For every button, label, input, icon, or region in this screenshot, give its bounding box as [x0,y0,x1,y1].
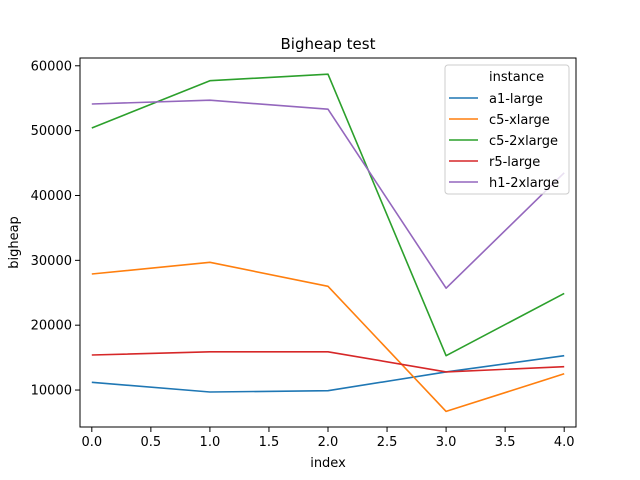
series-line-c5-xlarge [91,261,565,413]
x-axis-label: index [310,456,346,471]
x-tick-label: 2.0 [318,435,339,450]
y-tick-label: 10000 [31,384,72,399]
legend-entry-c5-2xlarge: c5-2xlarge [489,134,558,149]
x-tick-label: 0.0 [81,435,102,450]
x-tick-label: 1.0 [200,435,221,450]
legend: instance a1-large c5-xlarge c5-2xlarge r5-l… [444,64,570,195]
series-line-c5-2xlarge [91,73,565,357]
y-tick-label: 50000 [31,124,72,139]
x-tick-label: 0.5 [141,435,162,450]
series-line-r5-large [91,350,565,373]
series-line-h1-2xlarge [91,99,565,290]
legend-entry-r5-large: r5-large [489,155,540,170]
x-tick-label: 3.5 [495,435,516,450]
legend-entry-c5-xlarge: c5-xlarge [489,113,550,128]
y-tick-label: 30000 [31,254,72,269]
x-tick-label: 2.5 [377,435,398,450]
y-axis: 10000 20000 30000 40000 50000 60000 [31,59,80,399]
x-axis: 0.0 0.5 1.0 1.5 2.0 2.5 3.0 3.5 4.0 [81,427,575,450]
y-tick-label: 60000 [31,59,72,74]
y-axis-label: bigheap [7,216,22,269]
y-tick-label: 20000 [31,319,72,334]
legend-entry-a1-large: a1-large [489,92,543,107]
y-tick-label: 40000 [31,189,72,204]
x-tick-label: 4.0 [554,435,575,450]
series-line-a1-large [91,354,565,393]
legend-title: instance [489,70,544,85]
x-tick-label: 3.0 [436,435,457,450]
legend-entry-h1-2xlarge: h1-2xlarge [489,176,559,191]
plot-lines [91,73,565,413]
chart-title: Bigheap test [280,35,375,53]
x-tick-label: 1.5 [259,435,280,450]
